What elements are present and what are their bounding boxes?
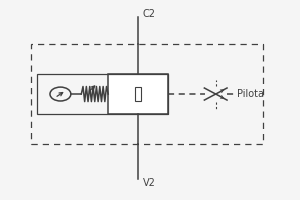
Bar — [37, 74, 168, 114]
Text: C2: C2 — [142, 9, 155, 19]
Text: V2: V2 — [142, 178, 155, 188]
Bar — [108, 74, 168, 114]
Bar — [31, 44, 263, 144]
Bar — [135, 87, 141, 101]
Text: Pilota: Pilota — [237, 89, 264, 99]
